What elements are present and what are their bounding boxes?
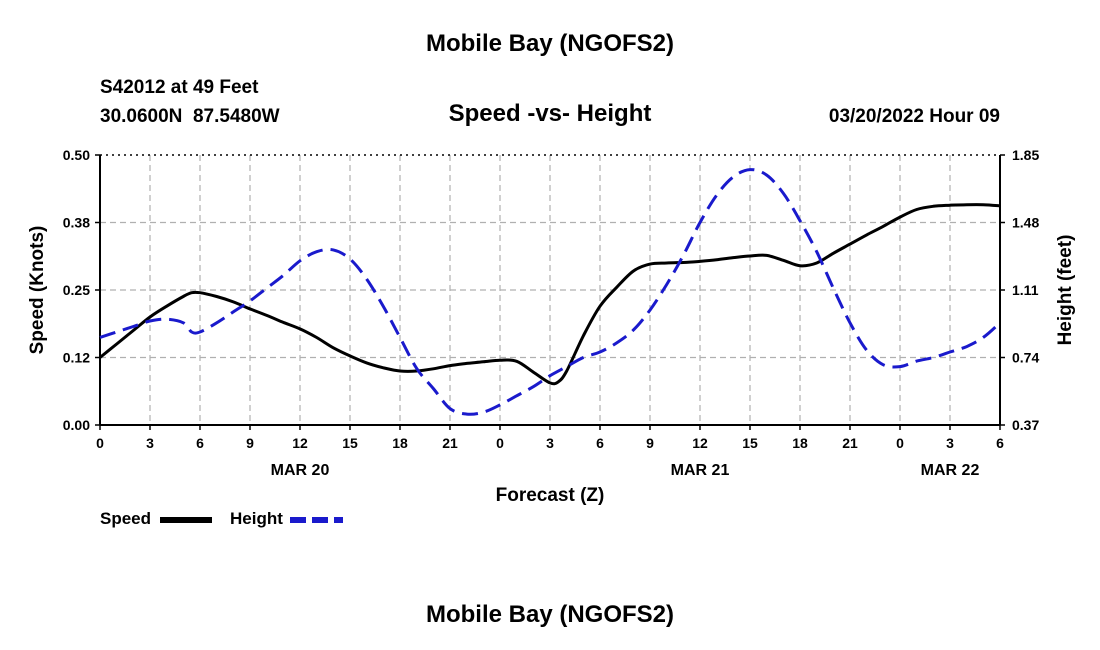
legend-height-label: Height [230, 509, 283, 528]
x-tick-label: 3 [946, 435, 954, 451]
x-tick-label: 18 [792, 435, 808, 451]
y-tick-label: 0.25 [63, 282, 90, 298]
x-tick-label: 12 [692, 435, 708, 451]
date-label: MAR 22 [921, 462, 980, 479]
x-tick-label: 9 [646, 435, 654, 451]
x-tick-label: 3 [546, 435, 554, 451]
x-tick-label: 3 [146, 435, 154, 451]
x-tick-label: 6 [196, 435, 204, 451]
x-tick-label: 12 [292, 435, 308, 451]
x-tick-label: 0 [496, 435, 504, 451]
station-label: S42012 at 49 Feet [100, 77, 259, 98]
series-line-height [99, 168, 1002, 416]
x-tick-label: 6 [596, 435, 604, 451]
y2-tick-label: 1.85 [1012, 147, 1039, 163]
legend-speed-label: Speed [100, 509, 152, 528]
y2-tick-label: 1.11 [1012, 282, 1039, 298]
forecast-datetime: 03/20/2022 Hour 09 [828, 106, 1000, 127]
y2-tick-label: 0.37 [1012, 417, 1039, 433]
x-tick-label: 0 [96, 435, 104, 451]
x-tick-label: 15 [742, 435, 758, 451]
coordinates-label: 30.0600N 87.5480W [100, 106, 280, 127]
y2-axis-title: Height (feet) [1055, 235, 1076, 346]
y-tick-label: 0.12 [63, 350, 90, 366]
x-tick-label: 9 [246, 435, 254, 451]
x-axis-title: Forecast (Z) [496, 485, 605, 506]
chart-title: Mobile Bay (NGOFS2) [425, 30, 675, 57]
y-tick-label: 0.38 [63, 215, 90, 231]
chart-subtitle: Speed -vs- Height [448, 100, 652, 127]
y-tick-label: 0.00 [63, 417, 90, 433]
x-tick-label: 18 [392, 435, 408, 451]
date-label: MAR 20 [271, 462, 330, 479]
x-tick-label: 21 [442, 435, 458, 451]
y-tick-label: 0.50 [63, 147, 90, 163]
x-tick-label: 0 [896, 435, 904, 451]
date-label: MAR 21 [671, 462, 730, 479]
repeat-chart-title: Mobile Bay (NGOFS2) [425, 601, 675, 628]
y-axis-title: Speed (Knots) [27, 226, 48, 355]
y2-tick-label: 0.74 [1012, 350, 1039, 366]
y2-tick-label: 1.48 [1012, 215, 1039, 231]
series-line-speed [99, 203, 1001, 386]
x-tick-label: 21 [842, 435, 858, 451]
x-tick-label: 15 [342, 435, 358, 451]
x-tick-label: 6 [996, 435, 1004, 451]
